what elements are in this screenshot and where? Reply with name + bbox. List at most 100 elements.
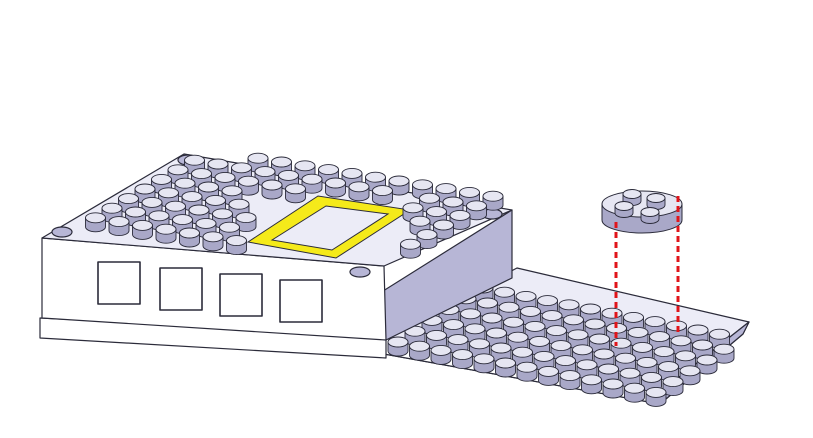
stud-top (640, 207, 660, 217)
stud-top (529, 335, 550, 347)
stud-top (624, 382, 645, 394)
stud-top (247, 152, 269, 164)
housing-mount-hole-left (51, 226, 73, 238)
stud-top (537, 295, 558, 307)
stud-top (254, 166, 276, 178)
stud-top (278, 169, 299, 181)
alignment-guide-lines (614, 196, 680, 346)
baseplate-stud (447, 334, 469, 355)
baseplate-stud (387, 336, 409, 357)
stud-top (533, 350, 555, 362)
stud-top (481, 312, 503, 324)
housing-window-3 (219, 273, 263, 317)
stud-top (155, 223, 177, 235)
housing-window-4 (279, 279, 323, 323)
housing-stud (155, 223, 177, 244)
stud-top (151, 173, 172, 185)
stud-top (198, 181, 219, 193)
housing-stud (202, 231, 224, 252)
stud-top (675, 350, 696, 362)
stud-top (372, 185, 393, 197)
stud-top (601, 307, 623, 319)
stud-top (158, 187, 179, 199)
stud-top (498, 301, 520, 313)
stud-top (325, 177, 346, 189)
stud-top (101, 202, 123, 214)
stud-top (558, 299, 580, 311)
stud-top (541, 310, 563, 322)
housing-stud (179, 227, 200, 248)
baseplate-stud (473, 353, 495, 374)
stud-top (447, 334, 469, 346)
stud-top (231, 162, 252, 174)
housing-stud (416, 229, 438, 250)
stud-top (449, 209, 471, 221)
stud-top (567, 329, 589, 341)
stud-top (85, 212, 106, 224)
stud-top (238, 175, 259, 187)
baseplate-stud (645, 386, 667, 407)
stud-top (670, 335, 692, 347)
housing-stud (466, 200, 487, 221)
stud-top (520, 305, 541, 317)
stud-top (167, 164, 189, 176)
stud-top (400, 238, 421, 250)
baseplate-stud (679, 365, 701, 386)
stud-top (108, 216, 130, 228)
housing-stud (449, 209, 471, 230)
stud-top (261, 179, 283, 191)
stud-top (460, 308, 481, 320)
round-plate-stud (614, 201, 634, 218)
stud-top (515, 290, 537, 302)
stud-top (148, 210, 170, 222)
stud-top (507, 331, 529, 343)
stud-top (555, 355, 576, 367)
stud-top (132, 219, 153, 231)
stud-top (271, 156, 292, 168)
stud-top (563, 314, 584, 326)
baseplate-stud (632, 341, 653, 362)
housing-window-2 (159, 267, 203, 311)
stud-top (409, 340, 430, 352)
stud-top (644, 316, 666, 328)
stud-top (524, 320, 546, 332)
stud-top (622, 189, 642, 199)
housing-stud (285, 183, 306, 204)
stud-top (636, 356, 658, 368)
stud-top (172, 214, 193, 226)
stud-top (285, 183, 306, 195)
housing-stud (108, 216, 130, 237)
stud-top (538, 365, 559, 377)
highlight-frame-inner (270, 205, 390, 251)
stud-top (426, 329, 447, 341)
baseplate-stud (696, 354, 718, 375)
baseplate-stud (495, 357, 516, 378)
stud-top (559, 370, 581, 382)
stud-top (125, 206, 146, 218)
stud-top (602, 378, 624, 390)
stud-top (416, 229, 438, 241)
baseplate-stud (430, 344, 452, 365)
stud-top (477, 297, 498, 309)
stud-top (494, 286, 515, 298)
stud-top (614, 201, 634, 211)
housing-stud (132, 219, 153, 240)
stud-top (473, 353, 495, 365)
baseplate-stud (624, 382, 645, 403)
stud-top (459, 186, 480, 198)
stud-top (174, 177, 196, 189)
stud-top (228, 198, 250, 210)
stud-top (550, 340, 572, 352)
stud-top (294, 160, 316, 172)
housing-stud (118, 193, 139, 214)
stud-top (409, 215, 431, 227)
stud-top (179, 227, 200, 239)
stud-top (469, 338, 490, 350)
stud-top (546, 325, 567, 337)
baseplate-stud (538, 365, 559, 386)
housing-mount-hole-right (349, 266, 371, 278)
stud-top (512, 346, 533, 358)
stud-top (430, 344, 452, 356)
stud-top (598, 363, 619, 375)
